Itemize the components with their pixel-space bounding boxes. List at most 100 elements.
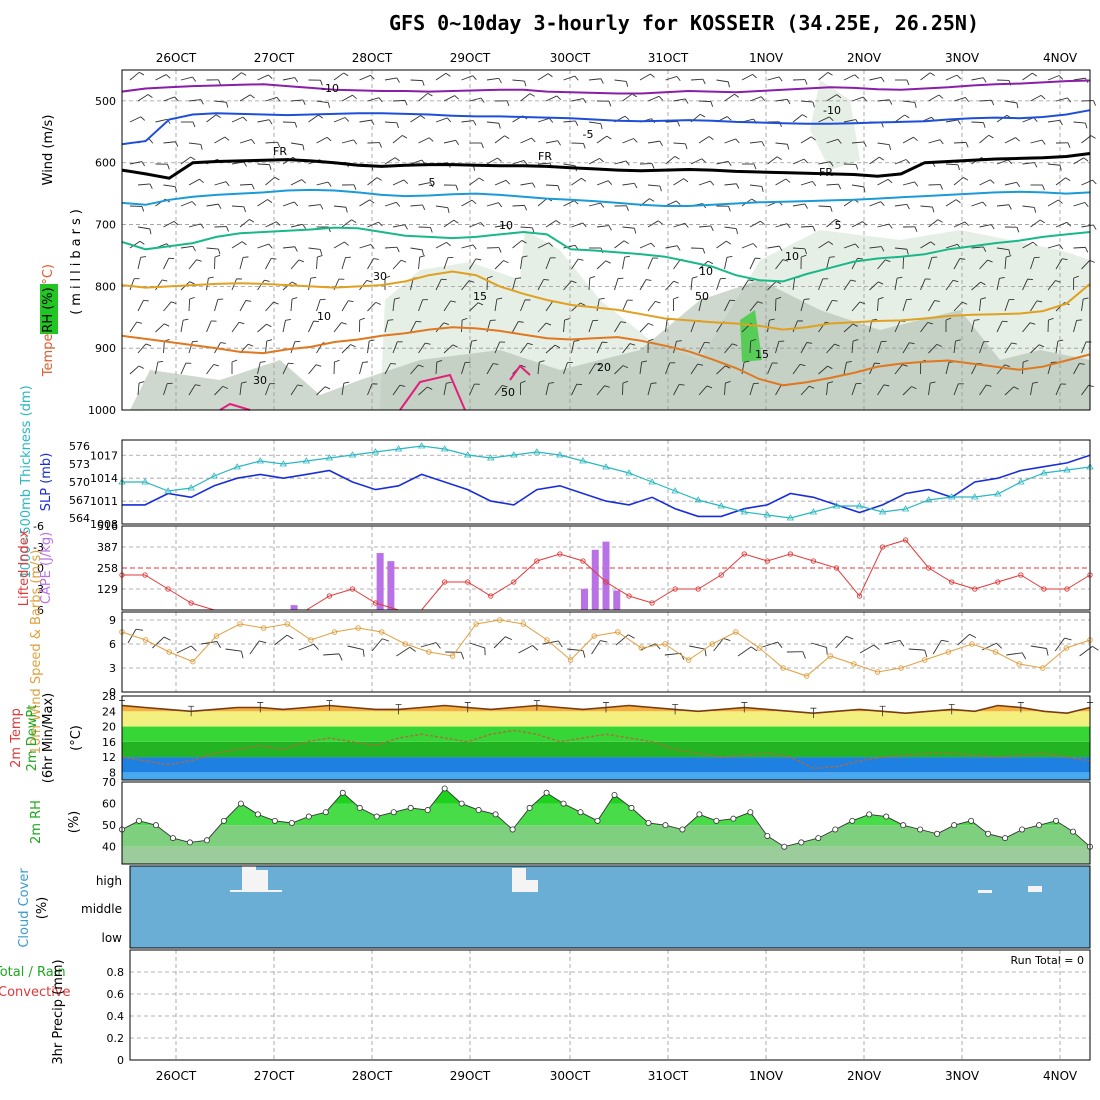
rh-marker bbox=[560, 800, 567, 807]
wind-barb-flag bbox=[192, 246, 196, 252]
wind-barb-flag bbox=[684, 223, 689, 228]
wind-barb bbox=[188, 384, 196, 396]
wind-speed-marker bbox=[733, 629, 739, 635]
wind-barb bbox=[1081, 341, 1087, 354]
wind-barb bbox=[155, 74, 167, 81]
wind-barb bbox=[894, 159, 907, 165]
lifted-marker bbox=[1018, 572, 1024, 578]
y-tick-label: 3 bbox=[37, 583, 44, 596]
wind-barb bbox=[520, 93, 531, 102]
wind-barb bbox=[384, 201, 397, 207]
wind-barb bbox=[979, 99, 992, 102]
wind-barb bbox=[257, 323, 267, 333]
wind-barb bbox=[869, 156, 880, 165]
wind-barb bbox=[928, 139, 941, 144]
wind-barb-flag bbox=[752, 243, 758, 248]
wind-barb-flag bbox=[460, 652, 465, 660]
wind-barb-flag bbox=[706, 385, 713, 389]
wind-barb bbox=[435, 117, 448, 123]
wind-barb bbox=[1030, 94, 1042, 102]
wind-barb-flag bbox=[520, 380, 526, 384]
wind-barb bbox=[800, 342, 808, 354]
wind-barb bbox=[461, 75, 473, 81]
x-tick-top: 4NOV bbox=[1043, 51, 1078, 65]
wind-barb-flag bbox=[906, 204, 910, 210]
wind-barb bbox=[902, 181, 915, 186]
wind-barb-flag bbox=[506, 224, 510, 231]
wind-barb-flag bbox=[648, 338, 654, 342]
wind-barb-flag bbox=[654, 643, 661, 650]
wind-barb bbox=[155, 362, 159, 375]
rh-marker bbox=[679, 826, 686, 833]
wind-barb-flag bbox=[422, 80, 425, 86]
wind-barb bbox=[214, 181, 227, 186]
wind-barb bbox=[698, 299, 703, 312]
thickness-marker bbox=[648, 478, 656, 485]
wind-barb-flag bbox=[241, 72, 247, 76]
wind-barb bbox=[323, 653, 340, 656]
wind-barb bbox=[996, 278, 1000, 291]
wind-barb bbox=[239, 257, 244, 270]
wind-barb bbox=[596, 180, 609, 186]
wind-barb bbox=[443, 344, 454, 354]
wind-barb-flag bbox=[1067, 142, 1071, 148]
wind-barb bbox=[188, 99, 201, 102]
cloud-block bbox=[1028, 886, 1042, 892]
wind-barb-flag bbox=[914, 102, 917, 108]
wind-barb-flag bbox=[799, 363, 806, 367]
wind-barb bbox=[461, 199, 473, 207]
wind-barb-flag bbox=[468, 280, 475, 283]
temp-minmax bbox=[326, 700, 333, 711]
wind-speed-marker bbox=[615, 629, 621, 635]
wind-barb-flag bbox=[502, 384, 508, 388]
wind-barb bbox=[469, 341, 473, 354]
y-tick-label: 9 bbox=[109, 614, 116, 627]
wind-barb bbox=[1047, 163, 1060, 166]
wind-barb bbox=[418, 257, 421, 270]
wind-barb-flag bbox=[778, 76, 783, 82]
wind-barb bbox=[1081, 260, 1091, 270]
thickness-marker bbox=[809, 508, 818, 515]
wind-barb bbox=[435, 322, 445, 333]
wind-speed-marker bbox=[921, 657, 928, 663]
wind-barb-flag bbox=[852, 323, 858, 327]
wind-barb bbox=[231, 322, 240, 333]
wind-barb-flag bbox=[267, 199, 273, 204]
thickness-marker bbox=[740, 508, 748, 515]
wind-barb bbox=[461, 280, 470, 291]
wind-barb-flag bbox=[804, 203, 808, 209]
wind-barb bbox=[188, 341, 193, 354]
wind-speed-marker bbox=[685, 657, 692, 663]
cloud-block bbox=[256, 870, 268, 890]
wind-barb bbox=[316, 100, 329, 104]
wind-barb bbox=[163, 340, 165, 354]
wind-barb-flag bbox=[427, 386, 433, 390]
wind-barb-flag bbox=[497, 157, 502, 162]
wind-barb bbox=[418, 386, 428, 396]
wind-barb bbox=[1055, 97, 1068, 102]
wind-barb-flag bbox=[334, 359, 340, 363]
wind-barb-flag bbox=[420, 115, 426, 120]
wind-barb-flag bbox=[1007, 159, 1013, 165]
wind-barb bbox=[282, 77, 295, 81]
wind-barb bbox=[249, 640, 260, 655]
wind-y-ticks: 0 3 6 9 bbox=[109, 614, 116, 699]
rh-marker bbox=[220, 817, 227, 824]
wind-barb bbox=[469, 97, 482, 102]
wind-barb bbox=[1022, 361, 1024, 375]
label-2m-rh: 2m RH bbox=[29, 800, 44, 844]
wind-barb bbox=[545, 383, 550, 396]
wind-barb-flag bbox=[658, 220, 663, 225]
wind-barb-flag bbox=[524, 80, 527, 87]
wind-barb bbox=[1073, 246, 1086, 249]
wind-barb-flag bbox=[658, 95, 664, 101]
wind-barb-flag bbox=[655, 300, 661, 304]
x-tick-top: 27OCT bbox=[254, 51, 295, 65]
wind-barb-flag bbox=[769, 318, 775, 321]
wind-barb-flag bbox=[421, 249, 424, 256]
lifted-marker bbox=[488, 593, 494, 599]
rh-band bbox=[122, 846, 1090, 864]
wind-barb bbox=[843, 119, 856, 123]
contour-label: 5 bbox=[835, 219, 842, 232]
wind-barb-flag bbox=[811, 136, 816, 141]
